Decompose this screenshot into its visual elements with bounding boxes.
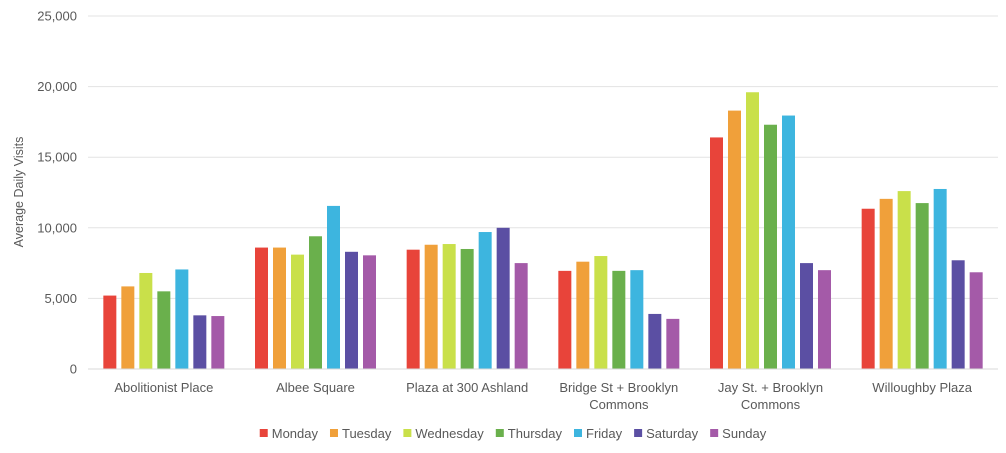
legend-swatch bbox=[259, 429, 268, 437]
x-tick-label-line: Willoughby Plaza bbox=[872, 380, 972, 395]
legend-label: Tuesday bbox=[342, 426, 392, 441]
bar-monday bbox=[710, 137, 723, 369]
legend: Monday Tuesday Wednesday Thursday Friday Satu… bbox=[259, 426, 767, 441]
bar-monday bbox=[103, 295, 117, 369]
bar-thursday bbox=[612, 270, 626, 369]
legend-item-wednesday: Wednesday bbox=[403, 426, 484, 441]
legend-swatch bbox=[710, 429, 719, 437]
bar-thursday bbox=[309, 236, 322, 369]
bar-wednesday bbox=[897, 191, 911, 369]
bar-wednesday bbox=[442, 244, 456, 369]
bar-saturday bbox=[951, 260, 965, 369]
bar-wednesday bbox=[291, 254, 304, 369]
bar-friday bbox=[782, 115, 795, 370]
x-tick-label: Plaza at 300 Ashland bbox=[406, 380, 528, 395]
bar-sunday bbox=[211, 316, 225, 369]
bar-wednesday bbox=[594, 256, 608, 369]
bar-thursday bbox=[764, 124, 777, 369]
legend-item-monday: Monday bbox=[259, 426, 319, 441]
bar-friday bbox=[327, 205, 340, 369]
bar-thursday bbox=[157, 291, 171, 369]
bar-friday bbox=[175, 269, 189, 369]
bar-thursday bbox=[460, 248, 474, 369]
x-tick-label-line: Plaza at 300 Ashland bbox=[406, 380, 528, 395]
legend-label: Saturday bbox=[646, 426, 699, 441]
legend-label: Monday bbox=[272, 426, 319, 441]
legend-swatch bbox=[574, 429, 582, 437]
bar-wednesday bbox=[746, 92, 759, 370]
bar-tuesday bbox=[879, 198, 893, 369]
bar-thursday bbox=[915, 203, 929, 369]
bar-sunday bbox=[818, 270, 831, 369]
legend-item-friday: Friday bbox=[574, 426, 623, 441]
bar-tuesday bbox=[576, 261, 590, 369]
bars bbox=[103, 92, 983, 370]
legend-item-tuesday: Tuesday bbox=[329, 426, 392, 441]
legend-label: Wednesday bbox=[415, 426, 484, 441]
bar-sunday bbox=[969, 272, 983, 369]
bar-tuesday bbox=[121, 286, 135, 369]
bar-saturday bbox=[800, 263, 813, 369]
bar-saturday bbox=[193, 315, 207, 369]
legend-item-sunday: Sunday bbox=[710, 426, 767, 441]
y-axis-label: Average Daily Visits bbox=[12, 137, 26, 248]
y-tick-label: 10,000 bbox=[37, 220, 77, 235]
x-tick-label-line: Bridge St + Brooklyn bbox=[559, 380, 678, 395]
legend-swatch bbox=[329, 429, 338, 437]
bar-monday bbox=[861, 208, 875, 369]
legend-label: Thursday bbox=[508, 426, 563, 441]
bar-monday bbox=[255, 247, 268, 369]
bar-saturday bbox=[345, 251, 358, 369]
legend-swatch bbox=[403, 429, 412, 437]
bar-friday bbox=[478, 232, 492, 369]
bar-monday bbox=[406, 249, 420, 369]
y-tick-label: 25,000 bbox=[37, 9, 77, 24]
bar-sunday bbox=[666, 318, 680, 369]
bar-tuesday bbox=[728, 110, 741, 369]
y-tick-label: 0 bbox=[70, 362, 77, 377]
legend-label: Friday bbox=[586, 426, 623, 441]
bar-sunday bbox=[514, 263, 528, 369]
x-tick-label: Willoughby Plaza bbox=[872, 380, 972, 395]
bar-tuesday bbox=[424, 244, 438, 369]
gridlines bbox=[88, 15, 998, 299]
bar-wednesday bbox=[139, 272, 153, 369]
legend-item-saturday: Saturday bbox=[634, 426, 699, 441]
x-tick-label: Abolitionist Place bbox=[114, 380, 213, 395]
x-tick-label-line: Commons bbox=[589, 397, 649, 412]
legend-swatch bbox=[495, 429, 504, 437]
x-tick-label: Albee Square bbox=[276, 380, 355, 395]
x-tick-label-line: Jay St. + Brooklyn bbox=[718, 380, 823, 395]
x-tick-label-line: Albee Square bbox=[276, 380, 355, 395]
x-tick-label-line: Abolitionist Place bbox=[114, 380, 213, 395]
bar-friday bbox=[933, 188, 947, 369]
x-axis-ticks: Abolitionist Place Albee Square Plaza at 3… bbox=[114, 380, 972, 412]
bar-friday bbox=[630, 270, 644, 369]
x-tick-label-line: Commons bbox=[741, 397, 801, 412]
y-axis-ticks: 0 5,000 10,000 15,000 20,000 25,000 bbox=[37, 9, 77, 377]
legend-label: Sunday bbox=[722, 426, 767, 441]
x-tick-label: Jay St. + Brooklyn Commons bbox=[718, 380, 823, 412]
bar-tuesday bbox=[273, 247, 286, 369]
bar-saturday bbox=[648, 313, 662, 369]
bar-sunday bbox=[363, 255, 376, 369]
bar-saturday bbox=[496, 227, 510, 369]
legend-item-thursday: Thursday bbox=[495, 426, 563, 441]
legend-swatch bbox=[634, 429, 643, 437]
y-tick-label: 5,000 bbox=[44, 291, 77, 306]
y-tick-label: 15,000 bbox=[37, 150, 77, 165]
bar-monday bbox=[558, 270, 572, 369]
x-tick-label: Bridge St + Brooklyn Commons bbox=[559, 380, 678, 412]
y-tick-label: 20,000 bbox=[37, 79, 77, 94]
